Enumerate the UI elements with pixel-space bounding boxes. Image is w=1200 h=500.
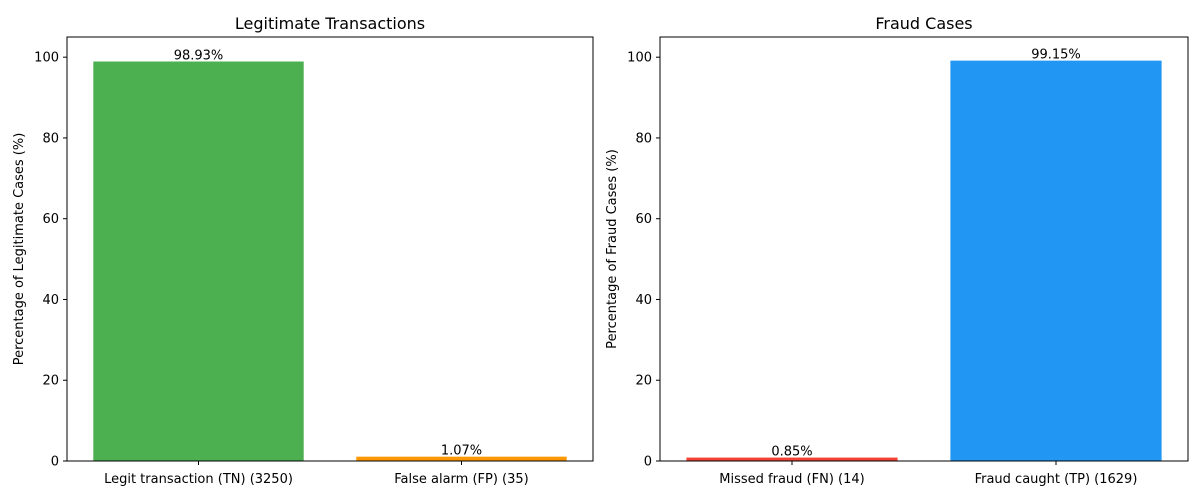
y-tick-label: 80 [42, 131, 59, 146]
bar [686, 457, 898, 461]
bar-value-label: 99.15% [1031, 48, 1081, 63]
bar [356, 456, 567, 461]
bar [93, 61, 304, 462]
x-tick-label: Missed fraud (FN) (14) [719, 472, 864, 487]
chart-title: Fraud Cases [875, 14, 972, 33]
bar-value-label: 98.93% [174, 49, 224, 64]
chart-title: Legitimate Transactions [235, 14, 425, 33]
legitimate-transactions-chart: Legitimate Transactions Percentage of Le… [12, 14, 594, 487]
y-tick-label: 100 [34, 51, 59, 66]
y-tick-label: 20 [42, 374, 59, 389]
fraud-cases-chart: Fraud Cases Percentage of Fraud Cases (%… [605, 14, 1189, 487]
y-tick-label: 100 [627, 51, 652, 66]
y-tick-label: 40 [635, 293, 652, 308]
y-tick-label: 0 [644, 455, 652, 470]
bar-value-label: 0.85% [771, 445, 812, 460]
plot-frame [659, 36, 1189, 462]
x-tick-label: Fraud caught (TP) (1629) [975, 472, 1138, 487]
y-tick-label: 20 [635, 374, 652, 389]
y-tick-label: 80 [635, 131, 652, 146]
y-tick-label: 60 [42, 212, 59, 227]
y-tick-label: 40 [42, 293, 59, 308]
y-tick-label: 60 [635, 212, 652, 227]
plot-frame [66, 36, 594, 462]
y-axis-label: Percentage of Fraud Cases (%) [605, 149, 620, 349]
y-axis-label: Percentage of Legitimate Cases (%) [12, 133, 27, 366]
bar-value-label: 1.07% [441, 444, 482, 459]
bar [950, 60, 1162, 461]
x-tick-label: False alarm (FP) (35) [394, 472, 529, 487]
y-tick-label: 0 [51, 455, 59, 470]
x-tick-label: Legit transaction (TN) (3250) [104, 472, 293, 487]
